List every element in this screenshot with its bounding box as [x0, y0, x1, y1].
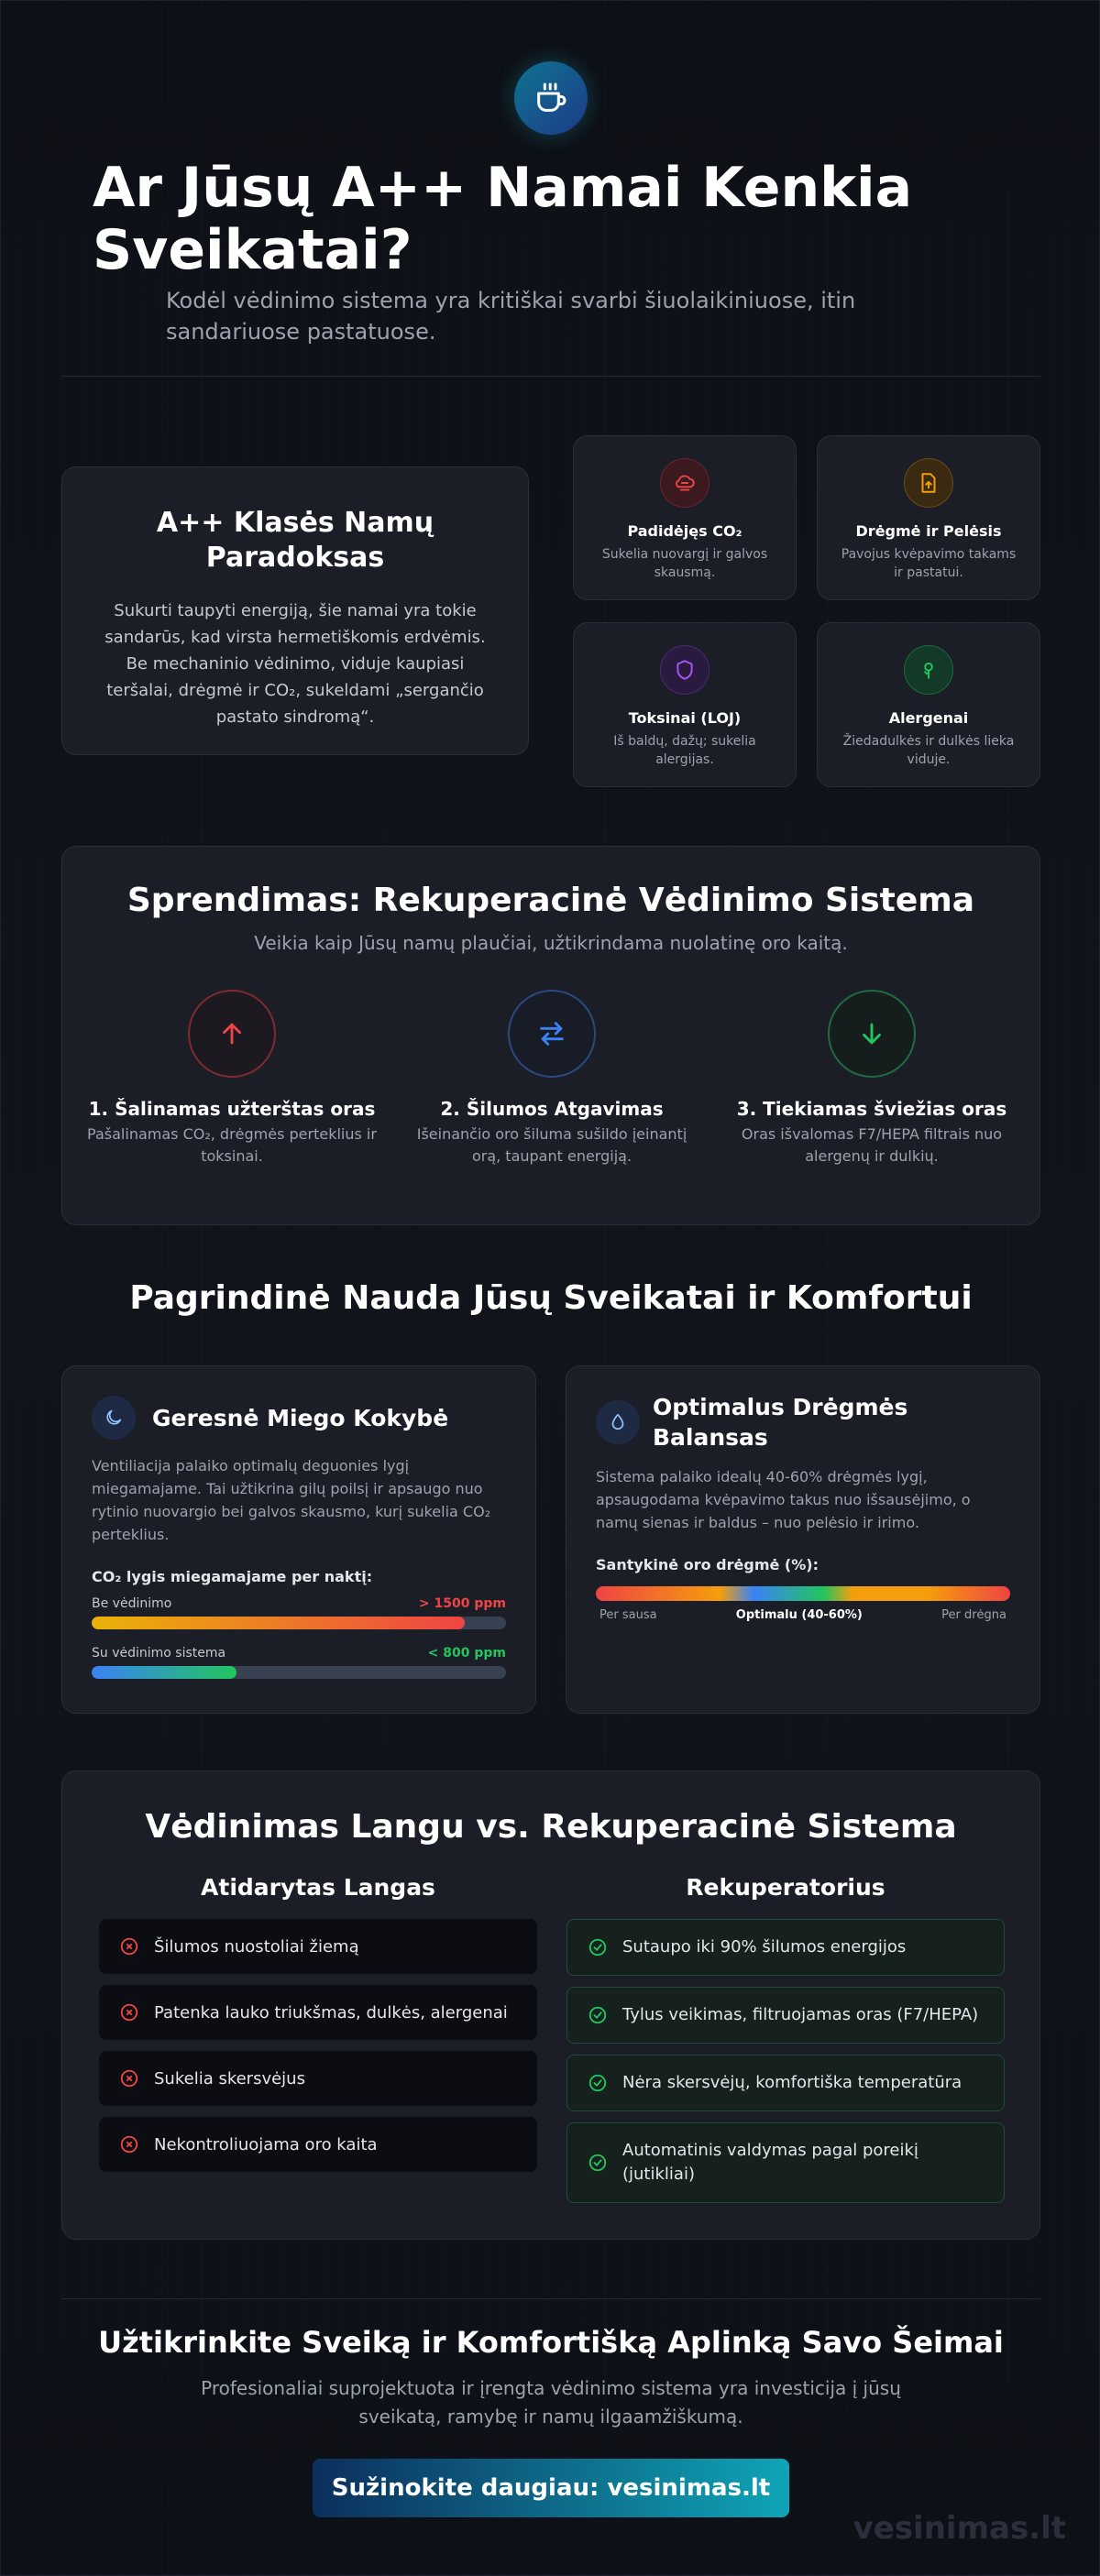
problem-card-toxins: Toksinai (LOJ) Iš baldų, dažų; sukelia a…: [573, 622, 797, 787]
list-item-text: Tylus veikimas, filtruojamas oras (F7/HE…: [622, 2005, 979, 2024]
comparison-title: Vėdinimas Langu vs. Rekuperacinė Sistema: [145, 1808, 957, 1846]
learn-more-button[interactable]: Sužinokite daugiau: vesinimas.lt: [313, 2459, 789, 2517]
list-item-text: Nekontroliuojama oro kaita: [154, 2134, 378, 2154]
step-title: 2. Šilumos Atgavimas: [440, 1098, 664, 1120]
list-item-text: Nėra skersvėjų, komfortiška temperatūra: [622, 2073, 962, 2092]
moon-icon: [92, 1396, 136, 1440]
check-circle-icon: [588, 2154, 607, 2172]
step-title: 3. Tiekiamas šviežias oras: [736, 1098, 1007, 1120]
exchange-arrows-icon: [508, 990, 596, 1078]
problem-card-allergens: Alergenai Žiedadulkės ir dulkės lieka vi…: [817, 622, 1040, 787]
arrow-down-icon: [828, 990, 916, 1078]
divider: [61, 2298, 1040, 2299]
solution-title: Sprendimas: Rekuperacinė Vėdinimo Sistem…: [126, 882, 975, 919]
list-item: Sutaupo iki 90% šilumos energijos: [566, 1919, 1005, 1976]
list-item: Automatinis valdymas pagal poreikį (juti…: [566, 2122, 1005, 2203]
page-subtitle: Kodėl vėdinimo sistema yra kritiškai sva…: [166, 288, 856, 345]
x-circle-icon: [120, 1937, 138, 1956]
problem-card-co2: Padidėjęs CO₂ Sukelia nuovargį ir galvos…: [573, 435, 797, 600]
benefit-title: Geresnė Miego Kokybė: [152, 1404, 449, 1431]
x-circle-icon: [120, 2003, 138, 2022]
list-item-text: Sutaupo iki 90% šilumos energijos: [622, 1937, 907, 1957]
benefit-card-sleep: Geresnė Miego Kokybė Ventiliacija palaik…: [61, 1365, 536, 1714]
list-item: Sukelia skersvėjus: [99, 2051, 537, 2106]
page-title: Ar Jūsų A++ Namai Kenkia Sveikatai?: [93, 156, 913, 282]
benefit-title: Optimalus Drėgmės Balansas: [653, 1394, 908, 1451]
problem-title: Alergenai: [888, 709, 969, 727]
paradox-card: A++ Klasės Namų Paradoksas Sukurti taupy…: [61, 466, 529, 755]
bar-name: Su vėdinimo sistema: [92, 1646, 226, 1661]
check-circle-icon: [588, 2006, 607, 2024]
divider: [61, 376, 1040, 377]
step-title: 1. Šalinamas užterštas oras: [88, 1098, 376, 1120]
shield-icon: [660, 645, 710, 695]
watermark: vesinimas.lt: [852, 2510, 1066, 2547]
mold-file-icon: [904, 458, 953, 508]
recuperator-column: Rekuperatorius Sutaupo iki 90% šilumos e…: [566, 1874, 1005, 2214]
x-circle-icon: [120, 2069, 138, 2088]
co2-bar-without: Be vėdinimo > 1500 ppm: [92, 1596, 506, 1629]
bar-value: < 800 ppm: [427, 1646, 506, 1661]
list-item: Nekontroliuojama oro kaita: [99, 2117, 537, 2172]
step-desc: Išeinančio oro šiluma sušildo įeinantį o…: [416, 1125, 688, 1165]
solution-step-exhaust: 1. Šalinamas užterštas oras Pašalinamas …: [85, 990, 379, 1167]
solution-card: Sprendimas: Rekuperacinė Vėdinimo Sistem…: [61, 846, 1040, 1225]
solution-step-heat-recovery: 2. Šilumos Atgavimas Išeinančio oro šilu…: [405, 990, 698, 1167]
benefit-desc: Sistema palaiko idealų 40-60% drėgmės ly…: [596, 1468, 971, 1531]
paradox-text: Sukurti taupyti energiją, šie namai yra …: [104, 601, 486, 727]
bar-fill: [92, 1666, 237, 1679]
column-title: Rekuperatorius: [686, 1874, 886, 1901]
arrow-up-icon: [188, 990, 276, 1078]
list-item: Tylus veikimas, filtruojamas oras (F7/HE…: [566, 1987, 1005, 2044]
solution-step-fresh-air: 3. Tiekiamas šviežias oras Oras išvaloma…: [725, 990, 1018, 1167]
co2-cloud-icon: [660, 458, 710, 508]
list-item: Nėra skersvėjų, komfortiška temperatūra: [566, 2055, 1005, 2111]
humidity-low-label: Per sausa: [600, 1608, 657, 1622]
problem-desc: Pavojus kvėpavimo takams ir pastatui.: [841, 547, 1017, 580]
cta-title: Užtikrinkite Sveiką ir Komfortišką Aplin…: [98, 2325, 1004, 2360]
cta-text: Profesionaliai suprojektuota ir įrengta …: [201, 2377, 901, 2428]
paradox-title: A++ Klasės Namų Paradoksas: [156, 507, 434, 574]
comparison-card: Vėdinimas Langu vs. Rekuperacinė Sistema…: [61, 1770, 1040, 2240]
step-desc: Pašalinamas CO₂, drėgmės perteklius ir t…: [87, 1125, 377, 1165]
benefits-heading: Pagrindinė Nauda Jūsų Sveikatai ir Komfo…: [129, 1279, 973, 1317]
benefit-card-humidity: Optimalus Drėgmės Balansas Sistema palai…: [566, 1365, 1040, 1714]
problem-title: Drėgmė ir Pelėsis: [855, 522, 1002, 540]
list-item-text: Patenka lauko triukšmas, dulkės, alergen…: [154, 2002, 508, 2022]
column-title: Atidarytas Langas: [201, 1874, 435, 1901]
bar-value: > 1500 ppm: [418, 1596, 506, 1611]
humidity-high-label: Per drėgna: [941, 1608, 1006, 1622]
problem-desc: Sukelia nuovargį ir galvos skausmą.: [601, 547, 768, 580]
list-item-text: Sukelia skersvėjus: [154, 2068, 305, 2088]
list-item: Šilumos nuostoliai žiemą: [99, 1919, 537, 1974]
x-circle-icon: [120, 2135, 138, 2154]
check-circle-icon: [588, 2074, 607, 2092]
problem-desc: Iš baldų, dažų; sukelia alergijas.: [613, 734, 756, 767]
problem-card-humidity: Drėgmė ir Pelėsis Pavojus kvėpavimo taka…: [817, 435, 1040, 600]
humidity-scale-bar: [596, 1586, 1010, 1601]
humidity-optimal-label: Optimalu (40-60%): [735, 1608, 863, 1622]
co2-chart-label: CO₂ lygis miegamajame per naktį:: [92, 1568, 373, 1585]
bar-track: [92, 1617, 506, 1629]
solution-subtitle: Veikia kaip Jūsų namų plaučiai, užtikrin…: [254, 932, 848, 954]
bar-fill: [92, 1617, 465, 1629]
humidity-chart-label: Santykinė oro drėgmė (%):: [596, 1556, 819, 1573]
list-item-text: Šilumos nuostoliai žiemą: [154, 1936, 359, 1957]
problem-title: Padidėjęs CO₂: [627, 522, 742, 540]
problem-desc: Žiedadulkės ir dulkės lieka viduje.: [842, 734, 1015, 767]
water-drop-icon: [596, 1400, 640, 1444]
step-desc: Oras išvalomas F7/HEPA filtrais nuo aler…: [741, 1125, 1003, 1165]
flower-icon: [904, 645, 953, 695]
co2-bar-with: Su vėdinimo sistema < 800 ppm: [92, 1646, 506, 1679]
benefit-desc: Ventiliacija palaiko optimalų deguonies …: [92, 1457, 491, 1543]
window-column: Atidarytas Langas Šilumos nuostoliai žie…: [99, 1874, 537, 2183]
check-circle-icon: [588, 1938, 607, 1957]
list-item: Patenka lauko triukšmas, dulkės, alergen…: [99, 1985, 537, 2040]
coffee-cup-icon: [514, 61, 588, 135]
list-item-text: Automatinis valdymas pagal poreikį (juti…: [622, 2141, 918, 2184]
problem-title: Toksinai (LOJ): [628, 709, 742, 727]
bar-track: [92, 1666, 506, 1679]
bar-name: Be vėdinimo: [92, 1596, 172, 1611]
